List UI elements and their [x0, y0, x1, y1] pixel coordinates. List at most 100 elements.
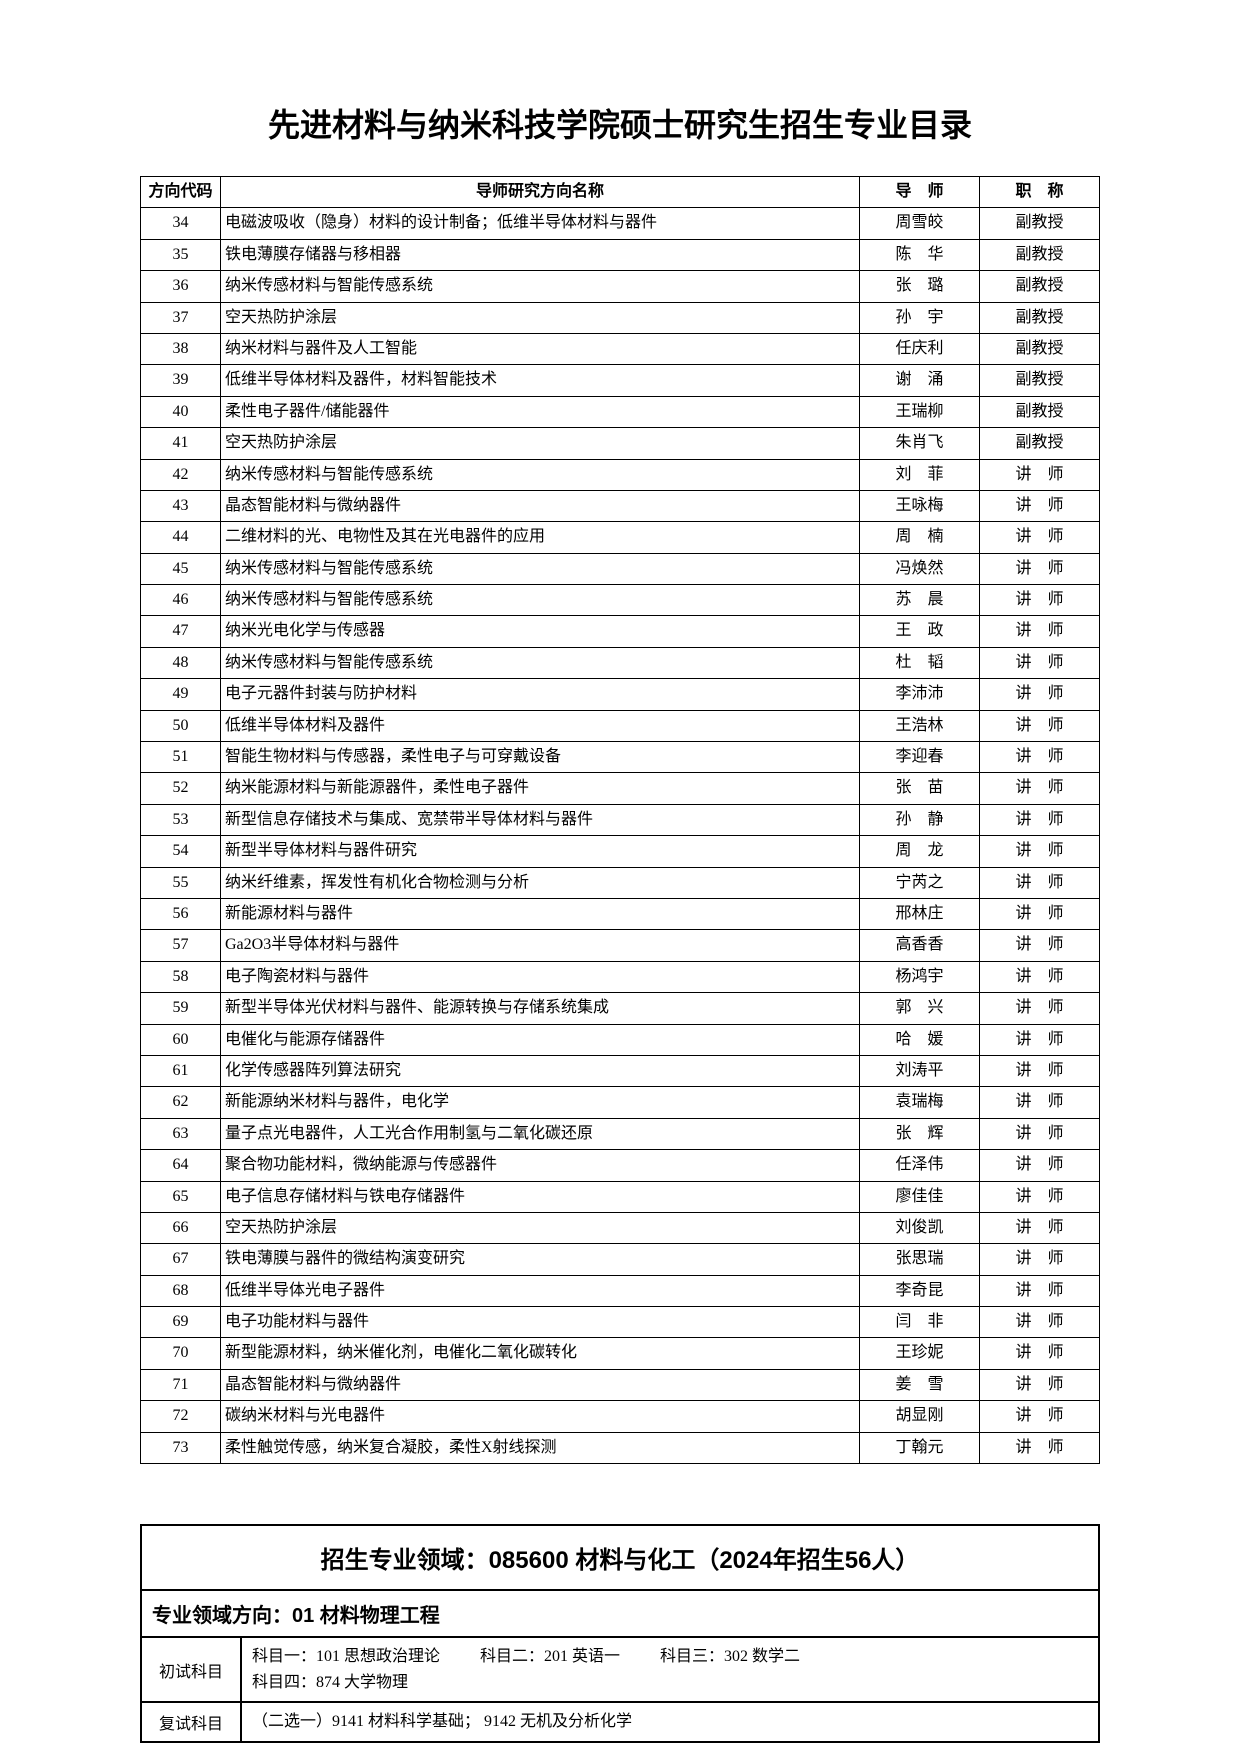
cell-advisor: 李迎春 [860, 742, 980, 773]
table-row: 53新型信息存储技术与集成、宽禁带半导体材料与器件孙 静讲 师 [141, 804, 1100, 835]
cell-research: 柔性触觉传感，纳米复合凝胶，柔性X射线探测 [221, 1432, 860, 1463]
cell-jobtitle: 讲 师 [980, 993, 1100, 1024]
cell-research: 新型半导体材料与器件研究 [221, 836, 860, 867]
cell-advisor: 廖佳佳 [860, 1181, 980, 1212]
cell-research: 新型信息存储技术与集成、宽禁带半导体材料与器件 [221, 804, 860, 835]
cell-code: 64 [141, 1150, 221, 1181]
cell-research: 电子功能材料与器件 [221, 1307, 860, 1338]
retest-content: （二选一）9141 材料科学基础； 9142 无机及分析化学 [242, 1703, 1098, 1741]
cell-advisor: 周雪皎 [860, 208, 980, 239]
cell-jobtitle: 讲 师 [980, 1338, 1100, 1369]
cell-advisor: 李奇昆 [860, 1275, 980, 1306]
cell-research: 空天热防护涂层 [221, 428, 860, 459]
cell-jobtitle: 副教授 [980, 239, 1100, 270]
cell-jobtitle: 讲 师 [980, 742, 1100, 773]
cell-code: 70 [141, 1338, 221, 1369]
cell-jobtitle: 讲 师 [980, 867, 1100, 898]
cell-advisor: 谢 涌 [860, 365, 980, 396]
table-row: 60电催化与能源存储器件哈 媛讲 师 [141, 1024, 1100, 1055]
table-row: 54新型半导体材料与器件研究周 龙讲 师 [141, 836, 1100, 867]
cell-jobtitle: 讲 师 [980, 1087, 1100, 1118]
cell-research: 低维半导体材料及器件 [221, 710, 860, 741]
cell-advisor: 刘俊凯 [860, 1212, 980, 1243]
cell-advisor: 杜 韬 [860, 647, 980, 678]
th-advisor: 导 师 [860, 177, 980, 208]
cell-advisor: 姜 雪 [860, 1369, 980, 1400]
cell-code: 71 [141, 1369, 221, 1400]
cell-code: 53 [141, 804, 221, 835]
cell-advisor: 周 楠 [860, 522, 980, 553]
cell-research: 新型能源材料，纳米催化剂，电催化二氧化碳转化 [221, 1338, 860, 1369]
cell-jobtitle: 讲 师 [980, 1181, 1100, 1212]
table-row: 57Ga2O3半导体材料与器件高香香讲 师 [141, 930, 1100, 961]
cell-research: 纳米光电化学与传感器 [221, 616, 860, 647]
table-row: 46纳米传感材料与智能传感系统苏 晨讲 师 [141, 585, 1100, 616]
table-row: 43晶态智能材料与微纳器件王咏梅讲 师 [141, 490, 1100, 521]
cell-code: 50 [141, 710, 221, 741]
cell-research: 低维半导体材料及器件，材料智能技术 [221, 365, 860, 396]
cell-jobtitle: 副教授 [980, 365, 1100, 396]
cell-jobtitle: 讲 师 [980, 585, 1100, 616]
table-row: 65电子信息存储材料与铁电存储器件廖佳佳讲 师 [141, 1181, 1100, 1212]
cell-advisor: 张思瑞 [860, 1244, 980, 1275]
cell-code: 38 [141, 333, 221, 364]
cell-code: 45 [141, 553, 221, 584]
table-row: 45纳米传感材料与智能传感系统冯焕然讲 师 [141, 553, 1100, 584]
cell-advisor: 袁瑞梅 [860, 1087, 980, 1118]
cell-code: 63 [141, 1118, 221, 1149]
table-row: 50低维半导体材料及器件王浩林讲 师 [141, 710, 1100, 741]
cell-advisor: 任泽伟 [860, 1150, 980, 1181]
cell-jobtitle: 讲 师 [980, 553, 1100, 584]
cell-research: 智能生物材料与传感器，柔性电子与可穿戴设备 [221, 742, 860, 773]
cell-code: 40 [141, 396, 221, 427]
cell-jobtitle: 副教授 [980, 208, 1100, 239]
cell-jobtitle: 副教授 [980, 396, 1100, 427]
cell-advisor: 宁芮之 [860, 867, 980, 898]
table-row: 48纳米传感材料与智能传感系统杜 韬讲 师 [141, 647, 1100, 678]
th-research: 导师研究方向名称 [221, 177, 860, 208]
cell-research: 晶态智能材料与微纳器件 [221, 490, 860, 521]
table-row: 68低维半导体光电子器件李奇昆讲 师 [141, 1275, 1100, 1306]
prelim-content: 科目一：101 思想政治理论 科目二：201 英语一 科目三：302 数学二 科… [242, 1638, 1098, 1701]
cell-code: 58 [141, 961, 221, 992]
table-row: 49电子元器件封装与防护材料李沛沛讲 师 [141, 679, 1100, 710]
table-row: 44二维材料的光、电物性及其在光电器件的应用周 楠讲 师 [141, 522, 1100, 553]
cell-jobtitle: 讲 师 [980, 1118, 1100, 1149]
prelim-row: 初试科目 科目一：101 思想政治理论 科目二：201 英语一 科目三：302 … [142, 1638, 1098, 1703]
cell-code: 46 [141, 585, 221, 616]
table-row: 61化学传感器阵列算法研究刘涛平讲 师 [141, 1055, 1100, 1086]
cell-advisor: 邢林庄 [860, 898, 980, 929]
cell-code: 69 [141, 1307, 221, 1338]
cell-code: 48 [141, 647, 221, 678]
cell-advisor: 冯焕然 [860, 553, 980, 584]
prelim-s2: 科目二：201 英语一 [480, 1644, 620, 1670]
table-row: 41空天热防护涂层朱肖飞副教授 [141, 428, 1100, 459]
cell-code: 43 [141, 490, 221, 521]
cell-code: 60 [141, 1024, 221, 1055]
cell-code: 61 [141, 1055, 221, 1086]
cell-advisor: 刘 菲 [860, 459, 980, 490]
cell-advisor: 苏 晨 [860, 585, 980, 616]
retest-label: 复试科目 [142, 1703, 242, 1741]
cell-advisor: 王 政 [860, 616, 980, 647]
cell-code: 54 [141, 836, 221, 867]
cell-jobtitle: 讲 师 [980, 1055, 1100, 1086]
table-row: 51智能生物材料与传感器，柔性电子与可穿戴设备李迎春讲 师 [141, 742, 1100, 773]
cell-jobtitle: 讲 师 [980, 647, 1100, 678]
cell-code: 41 [141, 428, 221, 459]
cell-jobtitle: 讲 师 [980, 961, 1100, 992]
table-row: 52纳米能源材料与新能源器件，柔性电子器件张 苗讲 师 [141, 773, 1100, 804]
cell-research: 低维半导体光电子器件 [221, 1275, 860, 1306]
cell-code: 65 [141, 1181, 221, 1212]
cell-research: 纳米纤维素，挥发性有机化合物检测与分析 [221, 867, 860, 898]
table-row: 66空天热防护涂层刘俊凯讲 师 [141, 1212, 1100, 1243]
table-row: 35铁电薄膜存储器与移相器陈 华副教授 [141, 239, 1100, 270]
table-row: 39低维半导体材料及器件，材料智能技术谢 涌副教授 [141, 365, 1100, 396]
cell-code: 73 [141, 1432, 221, 1463]
table-row: 63量子点光电器件，人工光合作用制氢与二氧化碳还原张 辉讲 师 [141, 1118, 1100, 1149]
cell-code: 68 [141, 1275, 221, 1306]
cell-code: 57 [141, 930, 221, 961]
cell-research: 电子信息存储材料与铁电存储器件 [221, 1181, 860, 1212]
cell-jobtitle: 讲 师 [980, 1307, 1100, 1338]
cell-research: 二维材料的光、电物性及其在光电器件的应用 [221, 522, 860, 553]
